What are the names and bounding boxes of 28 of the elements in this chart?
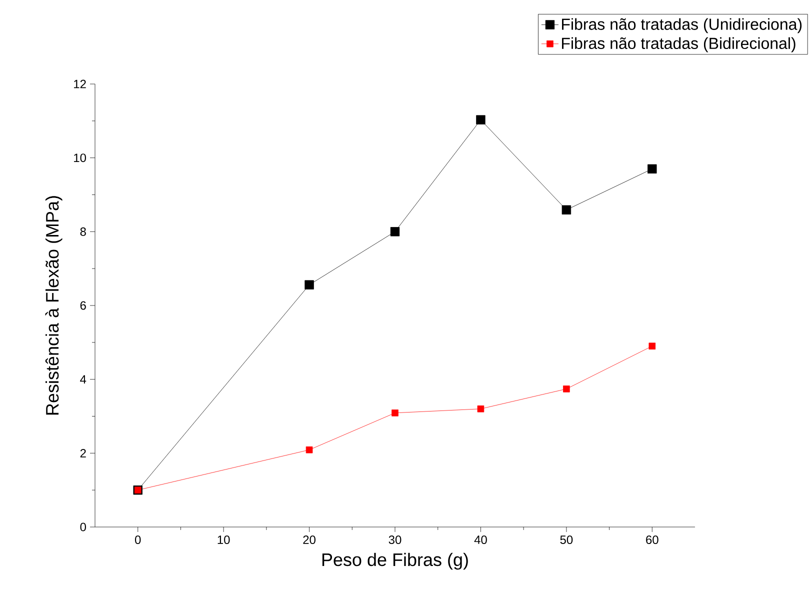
point — [562, 205, 572, 214]
point — [476, 115, 486, 124]
x-tick-label: 40 — [474, 536, 487, 544]
y-axis-title: Resistência à Flexão (MPa) — [45, 196, 62, 415]
point — [648, 342, 656, 350]
point — [648, 164, 657, 174]
x-tick-label: 50 — [560, 536, 573, 544]
point — [477, 405, 484, 412]
y-tick-label: 6 — [80, 301, 86, 310]
x-tick-label: 60 — [646, 536, 658, 544]
x-tick-label: 20 — [303, 536, 316, 544]
y-tick-label: 2 — [80, 448, 86, 458]
y-tick-label: 10 — [74, 154, 86, 162]
legend-label: Fibras não tratadas (Bidirecional) — [562, 37, 796, 52]
y-tick-label: 12 — [74, 80, 86, 88]
point — [392, 410, 398, 416]
y-tick-label: 4 — [80, 375, 86, 384]
x-tick-label: 10 — [218, 536, 230, 544]
x-axis-title: Peso de Fibras (g) — [322, 552, 468, 570]
point — [304, 280, 314, 290]
x-tick-label: 0 — [134, 536, 141, 544]
point — [390, 227, 400, 236]
legend-label: Fibras não tratadas (Unidireciona) — [562, 18, 802, 34]
point — [306, 446, 313, 454]
y-tick-label: 0 — [80, 522, 86, 532]
x-tick-label: 30 — [388, 536, 402, 544]
y-tick-label: 8 — [80, 227, 86, 236]
point — [563, 386, 570, 392]
